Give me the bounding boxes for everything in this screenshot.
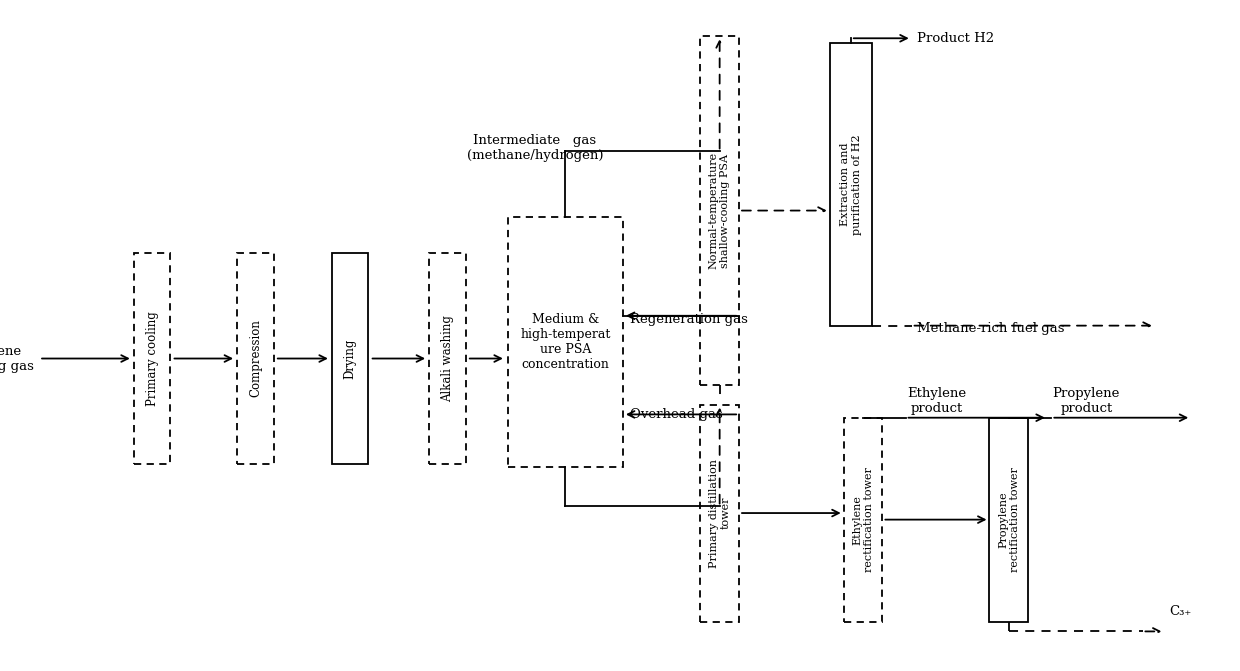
Text: Compression: Compression [249, 319, 262, 397]
Text: Medium &
high-temperat
ure PSA
concentration: Medium & high-temperat ure PSA concentra… [520, 313, 610, 371]
Text: C₃₊: C₃₊ [1169, 605, 1192, 618]
Bar [237, 254, 274, 464]
Text: Drying: Drying [343, 338, 357, 378]
Text: Ethylene
rectification tower: Ethylene rectification tower [852, 467, 874, 572]
Bar [332, 254, 368, 464]
Text: Primary cooling: Primary cooling [145, 311, 159, 406]
Text: Ethylene
product: Ethylene product [906, 387, 966, 415]
Text: Product H2: Product H2 [916, 32, 993, 45]
Text: Propylene
rectification tower: Propylene rectification tower [998, 467, 1019, 572]
Text: Primary distillation
tower: Primary distillation tower [709, 458, 730, 568]
Bar [990, 417, 1028, 621]
Bar [429, 254, 466, 464]
Text: Ethylene
cracking gas: Ethylene cracking gas [0, 344, 35, 372]
Text: Intermediate   gas
(methane/hydrogen): Intermediate gas (methane/hydrogen) [466, 134, 603, 162]
Text: Regeneration gas: Regeneration gas [630, 313, 748, 325]
Text: Propylene
product: Propylene product [1053, 387, 1120, 415]
Bar [507, 217, 622, 467]
Bar [134, 254, 170, 464]
Text: Extraction and
purification of H2: Extraction and purification of H2 [839, 134, 862, 235]
Text: Alkali washing: Alkali washing [441, 315, 454, 402]
Bar [701, 405, 739, 621]
Bar [701, 36, 739, 385]
Text: Methane-rich fuel gas: Methane-rich fuel gas [916, 323, 1064, 336]
Bar [843, 417, 883, 621]
Bar [830, 43, 872, 325]
Text: Overhead gas: Overhead gas [630, 408, 723, 421]
Text: Normal-temperature
shallow-cooling PSA: Normal-temperature shallow-cooling PSA [709, 152, 730, 269]
